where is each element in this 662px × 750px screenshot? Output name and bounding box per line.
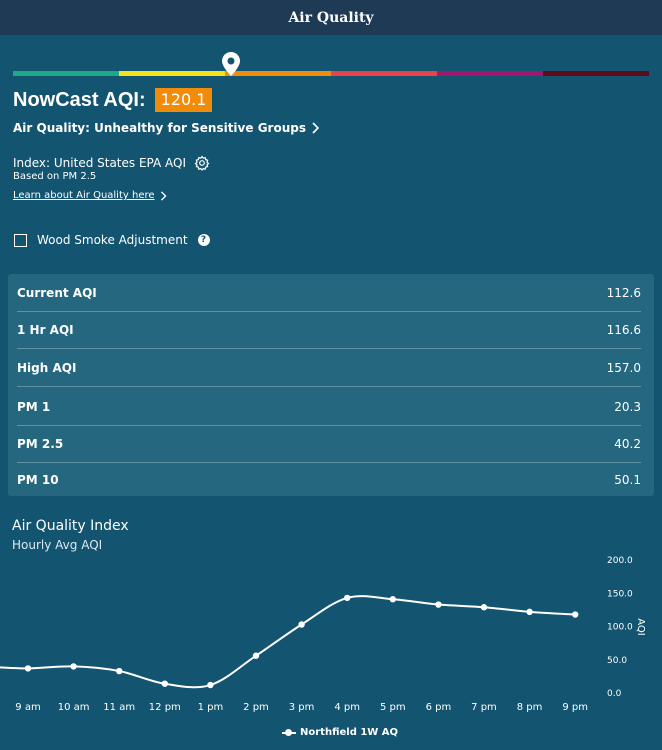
- gear-icon[interactable]: [194, 155, 210, 171]
- metric-label: 1 Hr AQI: [17, 323, 74, 337]
- metric-divider: [17, 311, 641, 312]
- x-tick-label: 2 pm: [243, 702, 269, 713]
- metric-label: Current AQI: [17, 286, 97, 300]
- metric-row: PM 10 50.1: [17, 462, 641, 498]
- metric-value: 20.3: [614, 400, 641, 414]
- data-point[interactable]: [252, 652, 260, 659]
- metric-row: PM 2.5 40.2: [17, 426, 641, 462]
- data-point[interactable]: [161, 680, 168, 687]
- x-tick-label: 11 am: [103, 702, 135, 713]
- metric-value: 157.0: [606, 361, 641, 375]
- index-line: Index: United States EPA AQI: [13, 155, 210, 171]
- metric-label: PM 10: [17, 473, 59, 487]
- x-tick-label: 9 am: [15, 702, 40, 713]
- data-point[interactable]: [389, 596, 396, 603]
- metric-row: PM 1 20.3: [17, 389, 641, 425]
- x-tick-label: 10 am: [58, 702, 90, 713]
- data-point[interactable]: [480, 604, 488, 611]
- metric-row: 1 Hr AQI 116.6: [17, 312, 641, 348]
- x-tick-label: 6 pm: [426, 702, 452, 713]
- wood-smoke-checkbox[interactable]: [14, 233, 27, 247]
- x-tick-label: 5 pm: [380, 702, 406, 713]
- scale-segment: [13, 71, 119, 76]
- legend-line-icon: [282, 728, 296, 736]
- metric-divider: [17, 462, 641, 463]
- metric-label: PM 2.5: [17, 437, 64, 451]
- x-tick-label: 1 pm: [198, 702, 224, 713]
- data-point[interactable]: [116, 667, 123, 675]
- nowcast-aqi: NowCast AQI: 120.1: [13, 88, 213, 112]
- metric-row: Current AQI 112.6: [17, 275, 641, 311]
- data-point[interactable]: [526, 608, 533, 616]
- index-text: Index: United States EPA AQI: [13, 156, 187, 170]
- y-axis-label: AQI: [635, 618, 646, 636]
- scale-segment: [437, 71, 543, 76]
- x-tick-label: 4 pm: [334, 702, 360, 713]
- chart-legend[interactable]: Northfield 1W AQ: [282, 727, 398, 738]
- index-basis: Based on PM 2.5: [13, 171, 97, 182]
- data-point[interactable]: [24, 665, 32, 672]
- aqi-category-text: Air Quality: Unhealthy for Sensitive Gro…: [13, 121, 306, 135]
- scale-segment: [119, 71, 225, 76]
- series-line: [0, 595, 576, 689]
- x-tick-label: 8 pm: [517, 702, 543, 713]
- metric-divider: [17, 348, 641, 349]
- y-tick-label: 150.0: [607, 589, 633, 599]
- data-point[interactable]: [70, 663, 77, 670]
- metric-value: 116.6: [606, 323, 641, 337]
- wood-smoke-adjustment: Wood Smoke Adjustment ?: [14, 233, 210, 247]
- page-title: Air Quality: [288, 9, 374, 26]
- metric-value: 112.6: [606, 286, 641, 300]
- help-icon[interactable]: ?: [197, 234, 210, 246]
- legend-series-label: Northfield 1W AQ: [300, 727, 399, 738]
- learn-about-text: Learn about Air Quality here: [13, 190, 155, 201]
- metric-label: High AQI: [17, 361, 77, 375]
- aqi-metrics-table: Current AQI 112.6 1 Hr AQI 116.6 High AQI 157…: [8, 274, 654, 496]
- metric-divider: [17, 386, 641, 387]
- metric-value: 50.1: [614, 473, 641, 487]
- metric-divider: [17, 425, 641, 426]
- scale-segment: [331, 71, 437, 76]
- aqi-color-scale: [13, 71, 649, 76]
- metric-value: 40.2: [614, 437, 641, 451]
- y-tick-label: 50.0: [607, 656, 627, 666]
- metric-row: High AQI 157.0: [17, 350, 641, 386]
- y-tick-label: 200.0: [607, 556, 633, 566]
- data-point[interactable]: [298, 621, 305, 628]
- chart-subtitle: Hourly Avg AQI: [12, 538, 103, 552]
- data-point[interactable]: [435, 601, 442, 608]
- location-pin-icon: [222, 52, 240, 76]
- scale-segment: [543, 71, 649, 76]
- y-tick-label: 100.0: [607, 623, 633, 633]
- x-tick-label: 7 pm: [471, 702, 497, 713]
- wood-smoke-label: Wood Smoke Adjustment: [37, 233, 188, 247]
- y-tick-label: 0.0: [607, 689, 622, 699]
- chart-title: Air Quality Index: [12, 518, 129, 534]
- learn-about-link[interactable]: Learn about Air Quality here: [13, 190, 167, 201]
- data-point[interactable]: [207, 681, 214, 689]
- top-bar: Air Quality: [0, 0, 662, 35]
- nowcast-label: NowCast AQI:: [13, 88, 146, 111]
- chevron-right-icon: [160, 190, 167, 201]
- chevron-right-icon: [312, 122, 319, 134]
- data-point[interactable]: [344, 594, 351, 602]
- x-tick-label: 3 pm: [289, 702, 315, 713]
- x-tick-label: 9 pm: [562, 702, 588, 713]
- scale-segment: [225, 71, 331, 76]
- aqi-line-chart: 9 am 10 am 11 am 12 pm 1 pm 2 pm 3 pm 4 pm 5 pm 6…: [0, 556, 646, 713]
- nowcast-value-badge: 120.1: [154, 88, 213, 112]
- aqi-category-link[interactable]: Air Quality: Unhealthy for Sensitive Gro…: [13, 121, 319, 135]
- data-point[interactable]: [572, 611, 579, 618]
- metric-label: PM 1: [17, 400, 51, 414]
- x-tick-label: 12 pm: [149, 702, 181, 713]
